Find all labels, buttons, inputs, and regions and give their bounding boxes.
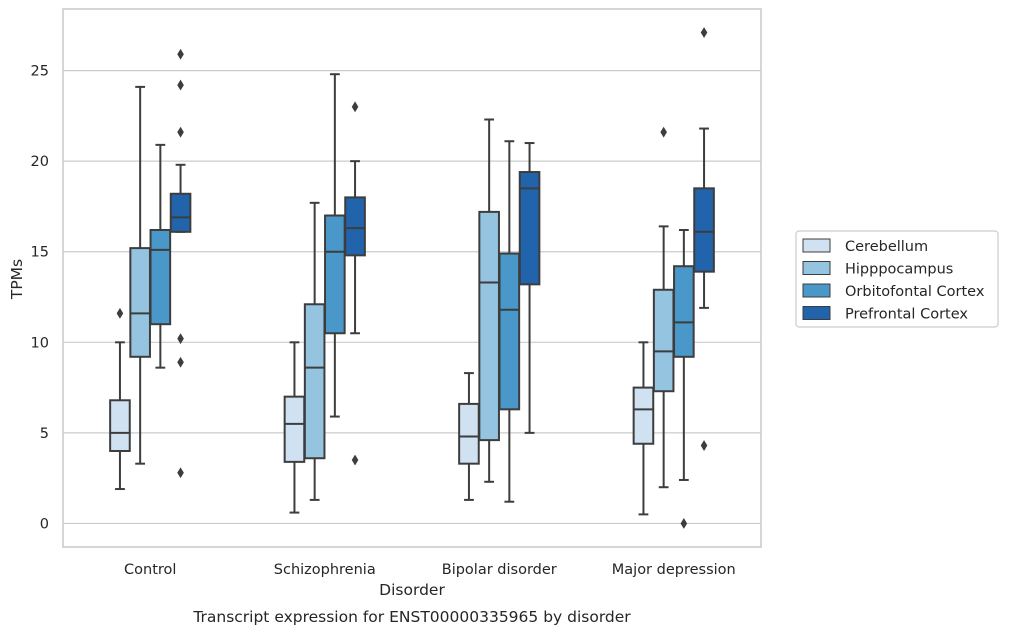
box — [518, 171, 541, 286]
y-tick-label: 15 — [31, 245, 49, 261]
y-tick-label: 20 — [31, 154, 49, 170]
box — [344, 196, 366, 257]
outlier-point — [177, 48, 184, 60]
box — [498, 252, 521, 411]
box — [324, 214, 346, 335]
outlier-point — [700, 440, 708, 451]
box — [149, 228, 172, 326]
outlier-point — [660, 126, 667, 138]
outlier-point — [177, 356, 184, 368]
box — [169, 192, 192, 233]
box — [129, 247, 151, 358]
outlier-point — [700, 27, 708, 38]
x-tick-label: Schizophrenia — [274, 562, 376, 578]
chart-caption: Transcript expression for ENST0000033596… — [192, 608, 631, 626]
outlier-point — [351, 454, 359, 466]
box — [478, 210, 500, 442]
x-tick-label: Major depression — [612, 562, 736, 578]
outlier-point — [177, 467, 184, 479]
box — [632, 386, 655, 445]
outlier-point — [177, 126, 184, 138]
x-tick-label: Bipolar disorder — [442, 562, 557, 578]
y-tick-label: 5 — [40, 426, 49, 442]
outlier-point — [680, 518, 688, 529]
legend-label: Cerebellum — [845, 239, 928, 255]
box — [109, 399, 131, 452]
legend-swatch — [802, 306, 831, 320]
legend-label: Orbitofontal Cortex — [845, 284, 985, 300]
y-tick-labels: 0 5 10 15 20 25 — [31, 64, 49, 533]
y-tick-label: 10 — [31, 335, 49, 351]
plot-frame — [62, 8, 762, 548]
y-tick-label: 25 — [31, 64, 49, 80]
plot-area — [63, 9, 761, 547]
outlier-point — [177, 79, 184, 91]
outlier-point — [177, 333, 184, 345]
legend-label: Hipppocampus — [845, 262, 953, 278]
box — [652, 288, 675, 393]
y-tick-label: 0 — [40, 516, 49, 532]
legend-swatch — [802, 238, 831, 253]
legend-swatch — [802, 283, 831, 298]
box — [458, 402, 480, 465]
x-tick-labels: Control Schizophrenia Bipolar disorder Majo… — [124, 562, 736, 578]
outlier-point — [116, 307, 124, 319]
box — [673, 265, 695, 358]
box — [283, 395, 306, 463]
x-axis-title: Disorder — [379, 581, 445, 599]
gridlines — [63, 69, 761, 525]
x-tick-label: Control — [124, 562, 176, 578]
legend-label: Prefrontal Cortex — [845, 307, 968, 323]
box — [303, 303, 326, 460]
legend-swatch — [802, 261, 831, 275]
legend-frame — [795, 230, 999, 328]
box-series — [109, 27, 715, 529]
outlier-point — [351, 101, 359, 113]
y-axis-title: TPMs — [8, 259, 26, 300]
legend: Cerebellum Hipppocampus Orbitofontal Corte… — [795, 230, 999, 328]
box — [693, 187, 715, 273]
